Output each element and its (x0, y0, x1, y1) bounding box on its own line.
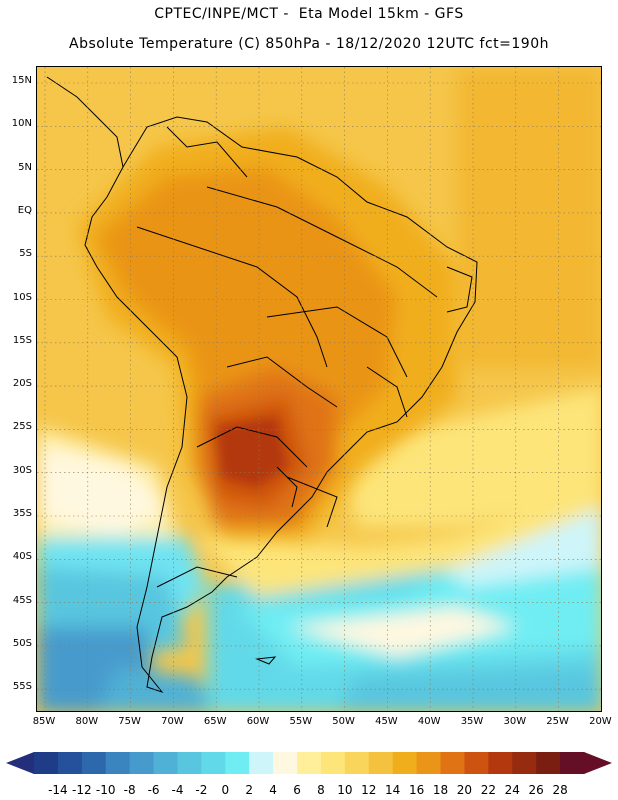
colorbar-segment (297, 752, 322, 774)
map-title-line-2: Absolute Temperature (C) 850hPa - 18/12/… (69, 36, 549, 52)
colorbar-segments (34, 752, 585, 774)
colorbar-tick-label: 6 (293, 783, 301, 797)
cold-fields (37, 387, 601, 711)
lon-label: 35W (460, 716, 484, 727)
map-title-line-1: CPTEC/INPE/MCT - Eta Model 15km - GFS (154, 6, 464, 22)
colorbar-tick-label: -12 (72, 783, 92, 797)
colorbar-tick-label: 24 (505, 783, 520, 797)
lat-label: 55S (12, 681, 32, 693)
map-area[interactable] (36, 66, 602, 712)
colorbar-tick-label: -2 (195, 783, 207, 797)
lon-label: 40W (417, 716, 441, 727)
colorbar-segment (488, 752, 513, 774)
lat-label: 15N (11, 75, 32, 86)
temperature-map (37, 67, 601, 711)
lat-label: 20S (12, 378, 32, 390)
colorbar-segment (344, 752, 370, 774)
colorbar-tick-label: -14 (48, 783, 68, 797)
lon-label: 85W (32, 716, 56, 727)
lat-label: 25S (12, 421, 32, 433)
lat-label: 30S (12, 464, 32, 476)
colorbar-right-arrow (584, 752, 612, 774)
lat-label: 45S (12, 594, 32, 606)
colorbar: -14 -12 -10 -8 -6 -4 -2 0 2 4 6 8 10 12 14 16 18 20 22 24 26… (6, 752, 612, 797)
lat-label: 5N (18, 161, 32, 173)
colorbar-tick-label: -6 (148, 783, 160, 797)
colorbar-tick-label: 10 (337, 783, 352, 797)
colorbar-segment (560, 752, 585, 774)
colorbar-tick-label: -4 (171, 783, 183, 797)
colorbar-tick-label: -10 (96, 783, 116, 797)
lon-label: 50W (332, 716, 355, 727)
colorbar-segment (57, 752, 83, 774)
colorbar-left-arrow (6, 752, 34, 774)
lat-label: 10S (12, 291, 32, 303)
lon-label: 30W (503, 716, 527, 727)
colorbar-tick-label: 22 (481, 783, 496, 797)
colorbar-segment (177, 752, 202, 774)
lon-label: 55W (289, 716, 313, 727)
lon-label: 20W (589, 716, 612, 727)
lon-label: 60W (246, 716, 270, 727)
hot-core (217, 417, 287, 487)
colorbar-tick-label: 14 (385, 783, 400, 797)
colorbar-segment (368, 752, 394, 774)
lat-label: 15S (12, 334, 32, 346)
colorbar-tick-label: -8 (124, 783, 136, 797)
colorbar-tick-label: 0 (221, 783, 229, 797)
colorbar-segment (512, 752, 537, 774)
colorbar-segment (105, 752, 131, 774)
colorbar-segment (249, 752, 274, 774)
lon-label: 70W (161, 716, 184, 727)
colorbar-segment (201, 752, 226, 774)
coastline (46, 76, 478, 694)
lon-label: 75W (118, 716, 141, 727)
lon-label: 65W (203, 716, 227, 727)
colorbar-segment (536, 752, 561, 774)
colorbar-segment (273, 752, 298, 774)
lon-label: 25W (546, 716, 569, 727)
colorbar-segment (440, 752, 465, 774)
lat-label: 5S (19, 248, 32, 260)
atlantic-warm-band (457, 67, 601, 367)
lon-label: 45W (375, 716, 398, 727)
colorbar-segment (416, 752, 442, 774)
colorbar-tick-label: 18 (433, 783, 448, 797)
colorbar-tick-label: 2 (245, 783, 253, 797)
colorbar-segment (81, 752, 107, 774)
lat-label: 40S (12, 551, 32, 563)
colorbar-tick-label: 28 (552, 783, 567, 797)
colorbar-tick-label: 20 (457, 783, 472, 797)
lat-label: 10N (11, 118, 32, 130)
colorbar-segment (153, 752, 178, 774)
colorbar-segment (34, 752, 59, 774)
lat-label: EQ (17, 204, 32, 216)
colorbar-tick-labels: -14 -12 -10 -8 -6 -4 -2 0 2 4 6 8 10 12 14 16 18 20 22 24 26… (48, 783, 568, 797)
colorbar-tick-label: 4 (269, 783, 277, 797)
colorbar-tick-label: 8 (317, 783, 325, 797)
colorbar-segment (392, 752, 418, 774)
colorbar-segment (464, 752, 489, 774)
colorbar-segment (129, 752, 155, 774)
lat-label: 50S (12, 637, 32, 649)
colorbar-tick-label: 12 (361, 783, 376, 797)
colorbar-tick-label: 26 (529, 783, 544, 797)
lon-label: 80W (75, 716, 99, 727)
lat-label: 35S (12, 508, 32, 519)
colorbar-segment (225, 752, 250, 774)
colorbar-segment (320, 752, 346, 774)
colorbar-tick-label: 16 (409, 783, 424, 797)
